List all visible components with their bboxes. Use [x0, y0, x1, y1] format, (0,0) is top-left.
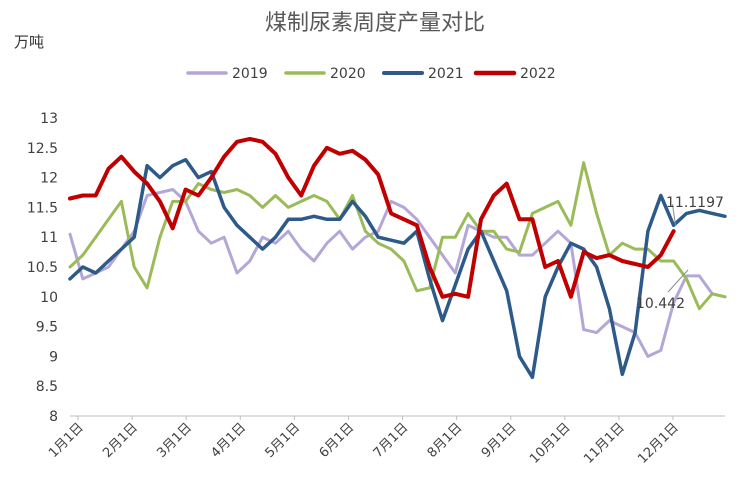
x-tick-label: 9月1日	[479, 420, 520, 461]
series-line-2020	[68, 161, 727, 311]
chart-title: 煤制尿素周度产量对比	[265, 11, 485, 36]
y-tick-label: 11	[40, 230, 58, 246]
annotation-label: 11.1197	[666, 195, 724, 211]
x-tick-label: 7月1日	[371, 420, 412, 461]
y-tick-label: 10	[40, 290, 58, 306]
y-tick-label: 8.5	[36, 379, 58, 395]
x-tick-label: 2月1日	[100, 420, 141, 461]
legend-label-2022: 2022	[520, 66, 556, 82]
legend-label-2020: 2020	[330, 66, 366, 82]
y-tick-label: 9.5	[36, 320, 58, 336]
series-line-2021	[68, 157, 727, 380]
y-axis-unit: 万吨	[14, 33, 44, 51]
x-tick-label: 5月1日	[263, 420, 304, 461]
annotation-leader	[671, 204, 677, 227]
y-tick-label: 9	[49, 349, 58, 365]
x-tick-label: 12月1日	[635, 420, 682, 467]
x-tick-label: 6月1日	[317, 420, 358, 461]
x-axis: 1月1日 2月1日 3月1日 4月1日 5月1日 6月1日 7月1日 8月1日 9月1日 10月1…	[46, 415, 725, 467]
y-tick-label: 11.5	[27, 200, 58, 216]
annotation-leader	[667, 269, 689, 293]
y-tick-label: 10.5	[27, 260, 58, 276]
x-tick-label: 3月1日	[154, 420, 195, 461]
series-line-2019	[68, 188, 727, 358]
x-tick-label: 4月1日	[208, 420, 249, 461]
y-tick-label: 12	[40, 171, 58, 187]
annotation-label: 10.442	[636, 296, 685, 312]
annotations: 11.1197 10.442	[636, 195, 724, 312]
y-tick-label: 8	[49, 409, 58, 425]
x-tick-label: 1月1日	[46, 420, 87, 461]
y-axis: 8 8.5 9 9.5 10 10.5 11 11.5 12 12.5 13	[27, 111, 58, 425]
y-tick-label: 12.5	[27, 141, 58, 157]
legend: 2019 2020 2021 2022	[186, 66, 556, 82]
legend-label-2021: 2021	[428, 66, 464, 82]
legend-label-2019: 2019	[232, 66, 268, 82]
x-tick-label: 10月1日	[527, 420, 574, 467]
x-tick-label: 8月1日	[425, 420, 466, 461]
x-tick-label: 11月1日	[581, 420, 628, 467]
series-line-2022	[68, 136, 676, 299]
plot-area	[68, 136, 727, 380]
y-tick-label: 13	[40, 111, 58, 127]
